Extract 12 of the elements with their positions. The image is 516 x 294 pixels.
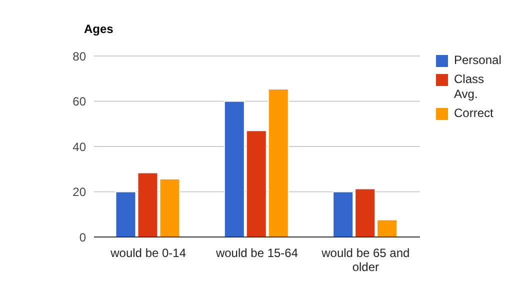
x-tick-label: would be 65 and older: [320, 246, 410, 274]
y-tick-label: 40: [72, 140, 86, 154]
legend-label: Personal: [454, 53, 502, 68]
y-tick-label: 0: [79, 230, 86, 244]
x-tick-label: would be 15-64: [214, 246, 298, 260]
legend-label: Class Avg.: [454, 72, 486, 102]
chart-title: Ages: [84, 22, 114, 36]
y-tick-label: 60: [72, 94, 86, 109]
y-tick-label: 80: [72, 49, 86, 64]
legend-label: Correct: [454, 106, 494, 121]
x-tick-label: would be 0-14: [110, 246, 186, 260]
y-tick-label: 20: [72, 185, 86, 200]
